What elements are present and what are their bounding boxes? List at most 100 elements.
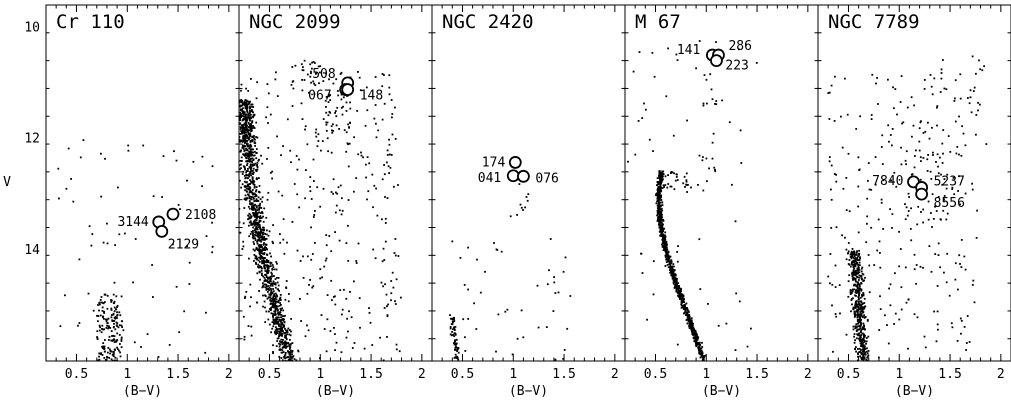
star-point xyxy=(355,260,358,262)
star-point xyxy=(973,301,976,304)
star-point xyxy=(122,329,125,332)
star-point xyxy=(667,251,669,254)
x-tick-label: 2 xyxy=(418,367,426,382)
star-point xyxy=(864,328,866,331)
star-point xyxy=(107,351,109,354)
star-point xyxy=(252,167,255,170)
star-point xyxy=(258,251,261,254)
star-point xyxy=(857,306,860,308)
star-point xyxy=(652,293,655,296)
star-point xyxy=(253,197,255,200)
star-point xyxy=(278,319,281,321)
star-point xyxy=(860,288,863,291)
star-point xyxy=(120,295,123,298)
star-point xyxy=(248,160,251,163)
star-point xyxy=(309,279,311,281)
star-point xyxy=(697,336,700,339)
star-point xyxy=(282,351,285,353)
star-point xyxy=(867,350,870,352)
star-point xyxy=(246,153,249,155)
star-point xyxy=(397,184,399,186)
star-point xyxy=(239,122,242,125)
star-point xyxy=(853,257,856,260)
star-point xyxy=(258,221,261,224)
star-point xyxy=(252,232,254,234)
star-point xyxy=(245,131,247,134)
star-point xyxy=(858,254,861,256)
star-point xyxy=(57,167,60,170)
star-point xyxy=(119,343,121,345)
star-point xyxy=(243,154,246,156)
star-point xyxy=(249,183,251,185)
star-point xyxy=(943,195,946,197)
star-point xyxy=(252,171,255,174)
star-point xyxy=(243,127,246,129)
star-point xyxy=(282,346,285,348)
star-point xyxy=(384,283,386,286)
star-point xyxy=(853,310,856,313)
star-point xyxy=(244,167,246,170)
star-point xyxy=(968,102,971,105)
star-point xyxy=(259,216,261,219)
star-point xyxy=(265,283,267,286)
star-point xyxy=(900,146,902,149)
star-point xyxy=(864,353,867,356)
star-point xyxy=(659,174,662,176)
star-point xyxy=(377,129,380,132)
star-point xyxy=(347,330,349,333)
star-point xyxy=(397,255,400,257)
star-point xyxy=(118,324,121,327)
star-point xyxy=(936,106,938,109)
star-point xyxy=(916,316,919,319)
star-point xyxy=(881,163,884,165)
star-point xyxy=(274,306,277,309)
star-point xyxy=(675,173,678,176)
star-point xyxy=(368,162,371,165)
star-point xyxy=(915,264,918,266)
star-point xyxy=(349,101,351,104)
star-point xyxy=(831,304,833,307)
star-point xyxy=(940,77,943,80)
star-point xyxy=(651,52,654,54)
star-point xyxy=(659,228,662,231)
star-point xyxy=(250,130,253,133)
star-point xyxy=(680,304,683,307)
star-point xyxy=(386,314,389,316)
star-point xyxy=(250,169,252,172)
star-point xyxy=(856,287,859,290)
star-point xyxy=(681,300,684,303)
star-point xyxy=(255,214,258,216)
star-point xyxy=(260,207,263,209)
star-point xyxy=(664,235,667,238)
star-point xyxy=(665,261,668,263)
star-point xyxy=(247,168,249,170)
star-point xyxy=(662,184,665,187)
star-point xyxy=(668,256,671,258)
star-point xyxy=(360,151,362,154)
star-point xyxy=(349,122,351,124)
star-point xyxy=(334,333,336,335)
star-point xyxy=(236,107,238,109)
star-point xyxy=(857,291,860,294)
star-point xyxy=(257,259,260,262)
star-point xyxy=(870,114,873,116)
star-point xyxy=(239,109,242,112)
star-point xyxy=(954,278,957,281)
star-point xyxy=(738,300,741,303)
star-point xyxy=(103,310,105,313)
star-point xyxy=(929,74,932,76)
star-point xyxy=(256,242,259,245)
star-point xyxy=(244,295,247,298)
star-point xyxy=(254,255,257,257)
star-point xyxy=(930,178,933,180)
star-point xyxy=(273,331,276,333)
star-point xyxy=(694,340,697,343)
star-point xyxy=(852,325,855,328)
star-point xyxy=(100,152,102,155)
star-point xyxy=(278,313,281,316)
star-point xyxy=(954,262,957,265)
star-point xyxy=(241,147,244,149)
star-point xyxy=(274,297,277,300)
star-point xyxy=(280,333,282,336)
star-point xyxy=(259,227,261,230)
